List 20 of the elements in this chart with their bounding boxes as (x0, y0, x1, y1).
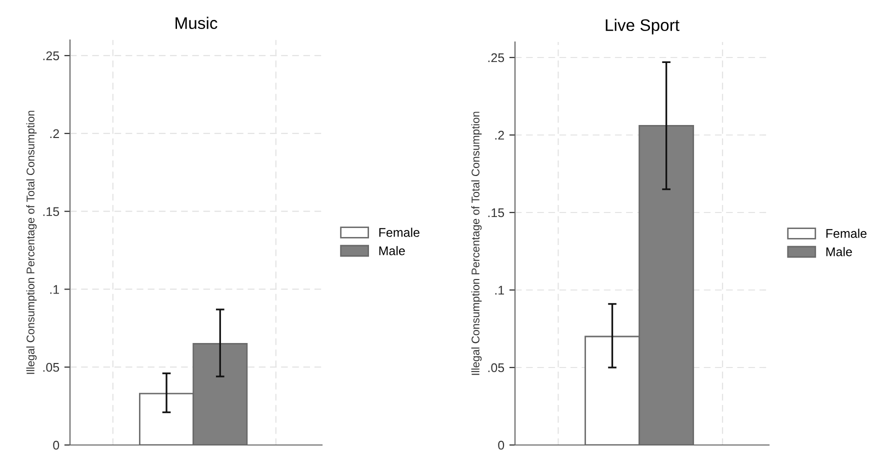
y-tick-label: .1 (50, 285, 59, 294)
legend-label: Female (379, 228, 420, 237)
y-tick-label: .25 (43, 51, 60, 60)
legend-label: Male (826, 247, 852, 256)
y-tick-label: .15 (488, 208, 504, 218)
y-tick-label: 0 (53, 440, 60, 450)
legend-label: Female (826, 228, 866, 238)
y-tick-label: .2 (50, 129, 59, 138)
y-axis-title: Illegal Consumption Percentage of Total Consumption (471, 112, 482, 375)
legend-label: Male (379, 246, 405, 256)
y-tick-label: 0 (498, 440, 504, 450)
y-axis-title: Illegal Consumption Percentage of Total Consumption (26, 110, 37, 374)
y-tick-label: .2 (495, 130, 504, 140)
y-tick-label: .15 (43, 207, 60, 216)
chart-title: Music (176, 16, 218, 30)
y-tick-label: .25 (488, 53, 504, 62)
y-tick-label: .05 (43, 362, 60, 372)
chart-title: Live Sport (606, 18, 680, 34)
y-tick-label: .1 (495, 286, 504, 295)
y-tick-label: .05 (488, 363, 504, 372)
